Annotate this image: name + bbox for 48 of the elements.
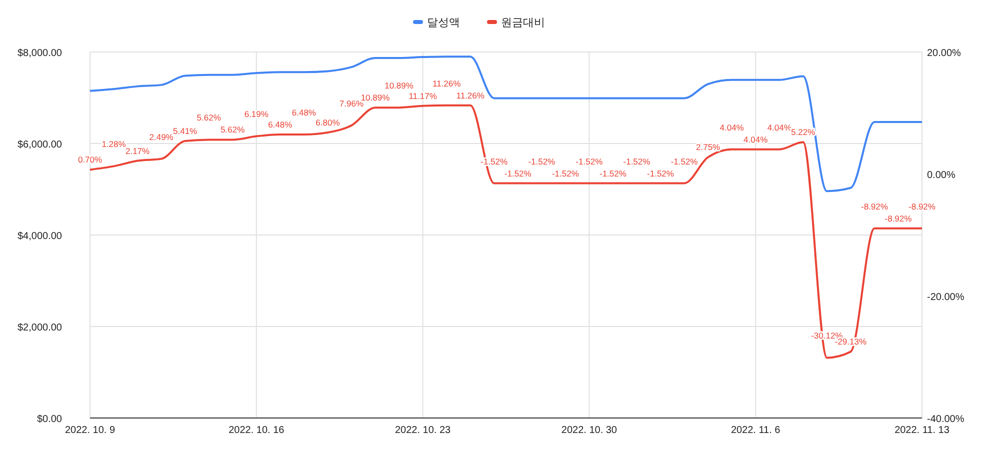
x-tick-label: 2022. 10. 30 [561,425,618,436]
data-label: 11.17% [408,90,438,101]
y-tick-label: $4,000.00 [18,231,62,242]
data-label: -1.52% [670,156,698,166]
data-label: 0.70% [78,154,102,165]
y-tick-label: $2,000.00 [18,322,62,334]
data-label: -1.52% [552,168,580,178]
legend-label: 원금대비 [501,17,545,29]
data-label: 11.26% [432,78,462,88]
data-label: -1.52% [623,156,651,166]
legend-label: 달성액 [427,17,460,29]
data-label: -8.92% [860,201,888,212]
data-label: -1.52% [528,156,556,166]
x-tick-label: 2022. 11. 13 [894,425,950,436]
y-tick-label: $0.00 [36,414,62,425]
data-label: -1.52% [600,168,627,178]
data-label: 2.75% [696,142,721,152]
data-label: 6.48% [292,107,316,118]
data-label: 11.26% [456,90,485,100]
y-tick-label: $6,000.00 [18,140,62,150]
data-label: 4.04% [720,122,744,132]
data-label: -8.92% [884,213,912,224]
data-label: 10.89% [360,92,390,103]
x-tick-label: 2022. 10. 23 [394,425,452,436]
data-label: 6.80% [316,118,340,128]
y2-tick-label: 20.00% [927,48,962,59]
y2-tick-label: -40.00% [927,414,964,425]
data-label: 10.89% [384,80,414,91]
data-label: 5.62% [196,112,222,123]
y2-tick-label: -20.00% [927,292,964,303]
data-label: -8.92% [908,201,936,212]
data-label: 4.04% [744,134,768,144]
y2-tick-label: 0.00% [927,170,956,181]
data-label: 5.41% [173,126,198,136]
data-label: -1.52% [576,156,604,166]
x-tick-label: 2022. 10. 16 [228,425,285,436]
data-label: -1.52% [504,168,532,178]
data-label: 4.04% [767,122,792,132]
x-tick-label: 2022. 11. 6 [730,425,781,436]
data-label: -1.52% [647,168,674,178]
data-label: 6.48% [268,119,293,130]
data-label: 6.19% [244,109,269,120]
data-label: 2.49% [149,132,174,142]
y-tick-label: $8,000.00 [18,48,62,59]
data-label: 1.28% [102,139,126,150]
data-label: 5.62% [220,124,246,135]
data-label: 2.17% [125,146,150,156]
x-tick-label: 2022. 10. 9 [64,425,116,436]
